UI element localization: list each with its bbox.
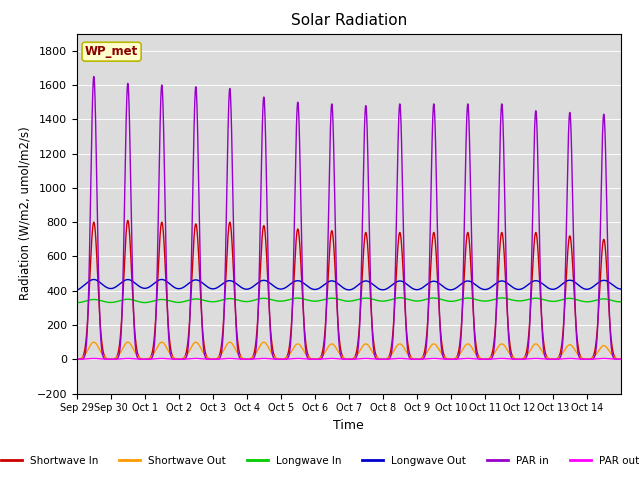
Y-axis label: Radiation (W/m2, umol/m2/s): Radiation (W/m2, umol/m2/s) — [18, 127, 31, 300]
Title: Solar Radiation: Solar Radiation — [291, 13, 407, 28]
Text: WP_met: WP_met — [85, 45, 138, 58]
Legend: Shortwave In, Shortwave Out, Longwave In, Longwave Out, PAR in, PAR out: Shortwave In, Shortwave Out, Longwave In… — [0, 452, 640, 470]
X-axis label: Time: Time — [333, 419, 364, 432]
